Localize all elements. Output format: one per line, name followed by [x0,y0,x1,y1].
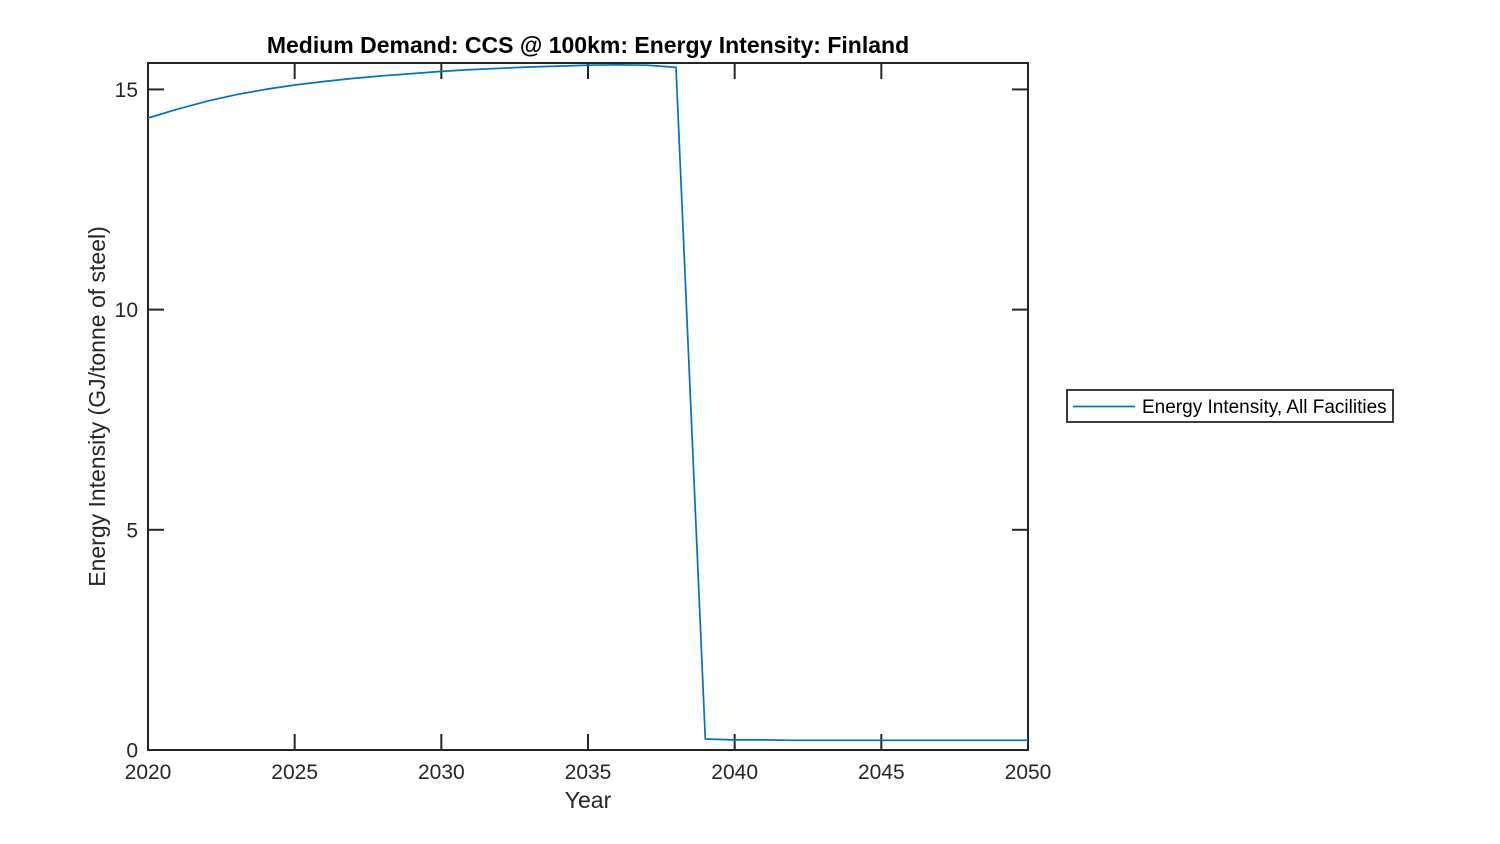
axis-tick-marks [147,63,1029,751]
y-tick-label: 0 [126,740,138,763]
y-axis-label: Energy Intensity (GJ/tonne of steel) [84,226,110,587]
legend-entry-label: Energy Intensity, All Facilities [1142,397,1387,418]
series-line-energy-intensity [147,63,1028,742]
x-tick-label: 2025 [271,761,318,784]
x-tick-label: 2030 [418,761,465,784]
plot-area [147,62,1029,751]
axis-tick-labels: 2020 2025 2030 2035 2040 2045 2050 0 5 10 15 [115,79,1052,784]
x-tick-label: 2020 [125,761,172,784]
chart-title: Medium Demand: CCS @ 100km: Energy Inten… [267,32,909,58]
x-tick-label: 2040 [711,761,758,784]
legend: Energy Intensity, All Facilities [1066,389,1394,423]
y-tick-label: 5 [126,519,138,542]
y-tick-label: 15 [115,79,138,102]
x-tick-label: 2045 [858,761,905,784]
x-tick-label: 2050 [1005,761,1052,784]
x-tick-label: 2035 [565,761,612,784]
x-axis-label: Year [565,787,612,813]
y-tick-label: 10 [115,299,138,322]
